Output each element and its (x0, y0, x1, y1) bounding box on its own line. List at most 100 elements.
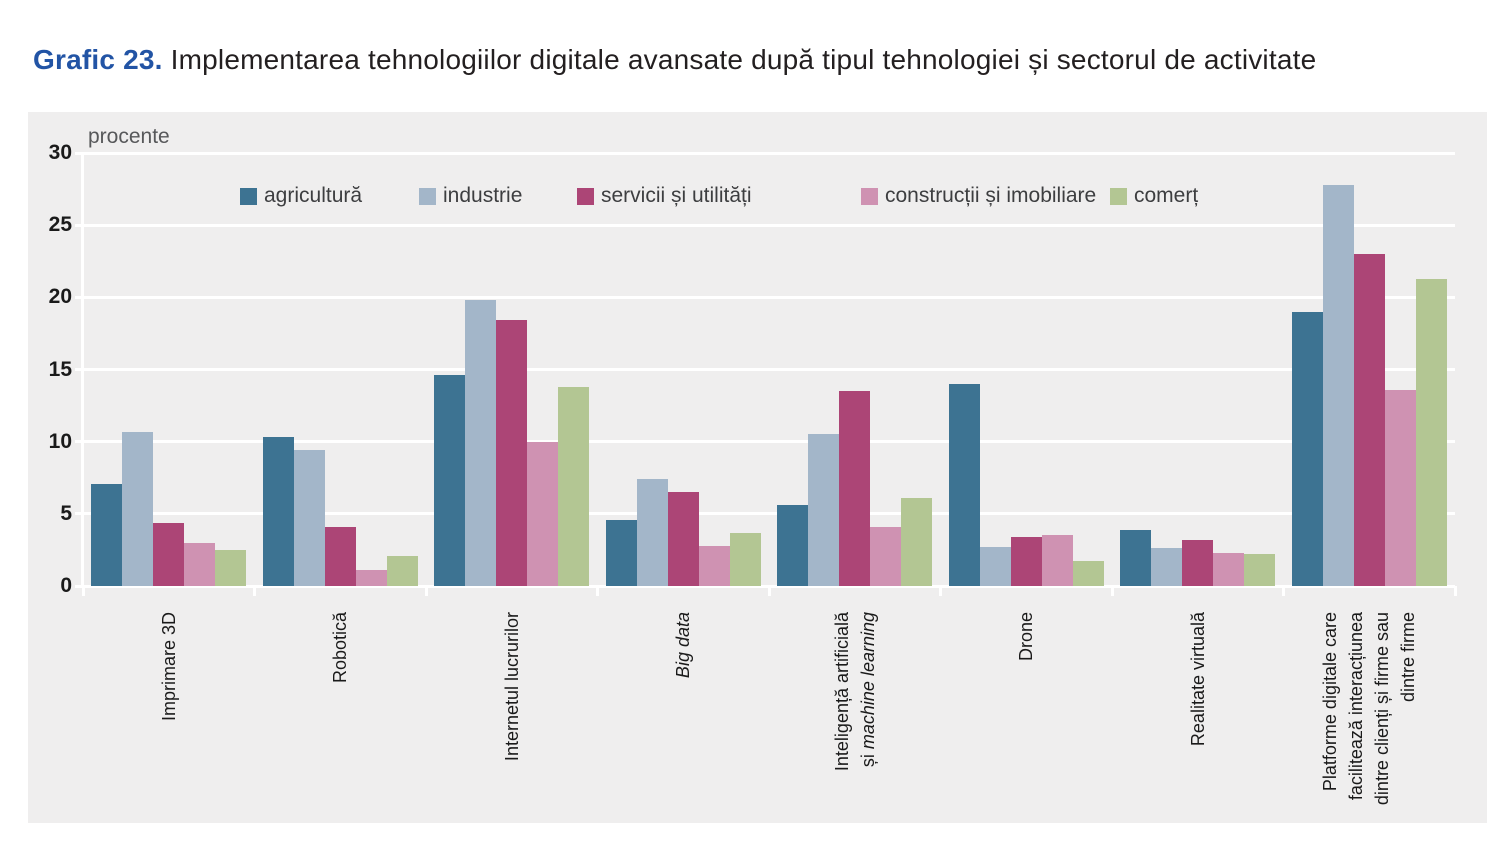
bar-s5-c1 (215, 549, 247, 586)
bar-group-4 (598, 153, 770, 586)
legend-swatch-1 (240, 187, 257, 205)
legend-item-3: servicii și utilități (577, 184, 752, 208)
y-tick-label-5: 5 (60, 501, 72, 525)
x-label-text: Robotică (330, 612, 351, 684)
x-axis-tick (81, 586, 85, 596)
bar-group-7 (1112, 153, 1284, 586)
bar-s3-c1 (153, 522, 185, 586)
legend-item-4: construcții și imobiliare (861, 184, 1096, 208)
bar-s1-c3 (434, 375, 466, 586)
y-tick-label-0: 0 (60, 574, 72, 597)
bar-s1-c8 (1291, 311, 1323, 586)
gridline-20 (75, 295, 1455, 299)
bar-group-6 (941, 153, 1113, 586)
gridline-30 (75, 151, 1455, 155)
bar-s5-c4 (729, 532, 761, 586)
x-axis-tick (596, 586, 599, 596)
x-axis-tick (1110, 586, 1114, 596)
bar-s4-c2 (355, 570, 387, 586)
gridline-5 (75, 512, 1455, 516)
x-axis-tick (767, 586, 771, 596)
legend-swatch-2 (419, 187, 436, 205)
legend-item-1: agricultură (240, 184, 362, 208)
y-tick-label-15: 15 (48, 357, 72, 381)
bar-s2-c2 (293, 450, 325, 586)
gridline-0 (75, 584, 1455, 588)
bar-group-3 (426, 153, 598, 586)
x-label-text: Internetul lucrurilor (501, 612, 522, 762)
bar-s1-c6 (948, 383, 980, 586)
bar-s4-c4 (698, 545, 730, 586)
y-tick-label-25: 25 (48, 213, 72, 237)
legend-label: industrie (443, 184, 523, 207)
bar-s4-c3 (527, 441, 559, 586)
bar-s2-c3 (465, 300, 497, 586)
bar-s3-c8 (1353, 254, 1385, 586)
gridline-15 (75, 368, 1455, 371)
bar-s2-c8 (1322, 184, 1354, 586)
bar-s2-c7 (1151, 548, 1183, 586)
x-axis-tick (1453, 586, 1457, 596)
x-label-text: Inteligență artificială și machine learni… (831, 612, 878, 772)
x-axis-tick (1282, 586, 1285, 596)
legend-swatch-4 (861, 187, 878, 205)
x-label-text: Big data (673, 612, 694, 679)
bar-s4-c7 (1213, 552, 1245, 586)
bar-s4-c5 (870, 526, 902, 586)
legend-label: agricultură (264, 184, 363, 207)
x-label-text: Realitate virtuală (1187, 612, 1208, 747)
bar-s4-c6 (1041, 535, 1073, 586)
bar-s2-c1 (122, 431, 154, 586)
gridline-10 (75, 440, 1455, 444)
chart-panel: procente agricultură industrie servicii și… (28, 112, 1487, 823)
bar-s1-c4 (605, 519, 637, 586)
legend-swatch-5 (1110, 187, 1127, 205)
bar-s3-c3 (496, 320, 528, 586)
bar-s1-c5 (777, 505, 809, 586)
bar-group-2 (255, 153, 427, 586)
gridline-25 (75, 223, 1455, 227)
y-tick-label-30: 30 (48, 141, 72, 164)
bar-s3-c4 (667, 492, 699, 586)
bar-s4-c8 (1384, 389, 1416, 586)
x-axis-tick (939, 586, 942, 596)
y-tick-label-10: 10 (48, 429, 72, 453)
x-axis-tick (424, 586, 428, 596)
chart-title-prefix: Grafic 23. (33, 44, 163, 75)
bar-s5-c5 (901, 497, 933, 586)
legend-label: construcții și imobiliare (885, 184, 1097, 207)
bar-s1-c7 (1120, 529, 1152, 586)
legend-label: comerț (1134, 184, 1199, 207)
bar-s2-c5 (808, 434, 840, 586)
bar-group-5 (769, 153, 941, 586)
legend-item-5: comerț (1110, 184, 1198, 208)
bar-s2-c6 (979, 547, 1011, 586)
bar-s3-c6 (1010, 536, 1042, 586)
bar-s3-c5 (839, 391, 871, 586)
bar-s1-c1 (91, 483, 123, 586)
bar-s5-c2 (386, 555, 418, 586)
bar-s5-c6 (1072, 561, 1104, 586)
plot-area (75, 151, 1457, 596)
legend-item-2: industrie (419, 184, 522, 208)
bar-group-1 (83, 153, 255, 586)
bar-s3-c2 (324, 526, 356, 586)
y-axis-line (81, 152, 84, 587)
y-tick-label-20: 20 (48, 285, 72, 309)
bar-s1-c2 (262, 437, 294, 586)
x-axis-tick (253, 586, 256, 596)
legend-swatch-3 (577, 187, 594, 205)
x-label-text: Platforme digitale care facilitează inter… (1320, 612, 1419, 806)
bar-group-8 (1284, 153, 1456, 586)
bar-s2-c4 (636, 479, 668, 586)
bar-s3-c7 (1182, 539, 1214, 586)
y-axis-unit-label: procente (88, 125, 170, 148)
bar-s5-c8 (1415, 278, 1447, 586)
bar-s5-c7 (1244, 554, 1276, 586)
chart-title: Grafic 23. Implementarea tehnologiilor di… (33, 44, 1316, 76)
legend-label: servicii și utilități (601, 184, 752, 207)
bar-s4-c1 (184, 542, 216, 586)
x-label-text: Drone (1016, 612, 1037, 662)
chart-title-text: Implementarea tehnologiilor digitale ava… (170, 44, 1317, 75)
